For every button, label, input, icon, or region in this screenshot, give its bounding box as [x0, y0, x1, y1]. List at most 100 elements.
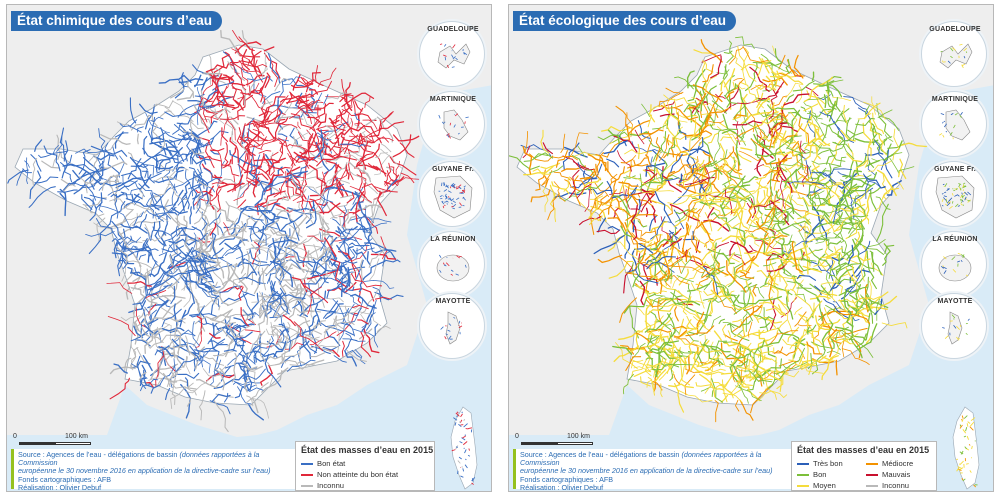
river-segment — [736, 152, 752, 163]
river-segment — [325, 160, 342, 169]
river-segment — [776, 366, 791, 390]
river-segment — [270, 151, 279, 176]
river-segment — [737, 380, 761, 402]
source-line: Source : Agences de l’eau - délégations … — [18, 450, 260, 468]
inset-guadeloupe: GUADELOUPE — [419, 21, 485, 87]
river-segment — [239, 137, 277, 146]
river-segment — [121, 180, 145, 197]
river-segment — [452, 207, 456, 210]
river-segment — [348, 161, 372, 183]
river-segment — [279, 142, 308, 150]
river-segment — [117, 239, 126, 277]
river-segment — [451, 54, 454, 59]
river-segment — [246, 158, 252, 180]
river-segment — [272, 237, 277, 264]
river-segment — [325, 186, 362, 198]
river-segment — [159, 345, 184, 351]
river-segment — [656, 249, 664, 264]
river-segment — [594, 189, 617, 205]
river-segment — [308, 207, 314, 219]
river-segment — [646, 340, 680, 354]
river-segment — [200, 249, 209, 258]
river-segment — [758, 347, 775, 358]
river-segment — [226, 324, 253, 347]
river-segment — [705, 107, 730, 121]
river-segment — [209, 263, 225, 288]
river-segment — [361, 260, 386, 281]
river-segment — [247, 128, 268, 142]
river-segment — [710, 253, 717, 272]
river-segment — [618, 181, 639, 187]
river-segment — [98, 128, 106, 153]
river-segment — [153, 192, 166, 213]
river-segment — [778, 298, 793, 334]
river-segment — [236, 181, 251, 206]
river-segment — [782, 338, 797, 347]
river-segment — [261, 152, 274, 164]
river-segment — [756, 270, 779, 286]
inset-guadeloupe: GUADELOUPE — [921, 21, 987, 87]
river-segment — [139, 377, 147, 387]
river-segment — [834, 276, 844, 294]
river-segment — [854, 202, 866, 217]
river-segment — [675, 237, 680, 249]
river-segment — [674, 306, 679, 322]
river-segment — [93, 156, 98, 168]
river-segment — [210, 68, 216, 84]
river-segment — [344, 260, 358, 264]
river-segment — [723, 203, 748, 229]
river-segment — [617, 150, 632, 172]
inset-guyane: GUYANE Fr. — [921, 161, 987, 227]
river-segment — [509, 155, 540, 171]
river-segment — [246, 247, 269, 254]
river-segment — [955, 187, 958, 191]
river-segment — [111, 251, 135, 257]
river-segment — [945, 131, 948, 133]
river-segment — [75, 148, 105, 154]
river-segment — [658, 261, 675, 273]
river-segment — [685, 325, 715, 337]
legend-title: État des masses d’eau en 2015 — [301, 445, 434, 455]
river-segment — [835, 359, 838, 376]
river-segment — [640, 376, 651, 387]
river-segment — [786, 135, 802, 150]
river-segment — [725, 215, 737, 225]
river-segment — [269, 273, 273, 290]
river-segment — [170, 285, 176, 305]
river-segment — [278, 323, 290, 333]
river-segment — [355, 238, 373, 252]
river-segment — [828, 183, 844, 188]
river-segment — [850, 275, 861, 301]
river-segment — [637, 220, 648, 228]
river-segment — [676, 183, 697, 194]
river-segment — [228, 217, 238, 229]
river-segment — [463, 418, 466, 421]
river-segment — [837, 130, 846, 148]
river-segment — [835, 183, 858, 209]
river-segment — [823, 94, 827, 109]
river-segment — [667, 205, 673, 217]
river-segment — [827, 328, 838, 358]
river-segment — [811, 359, 836, 363]
river-segment — [194, 314, 222, 325]
river-segment — [150, 192, 173, 210]
river-segment — [341, 277, 344, 293]
river-segment — [576, 184, 591, 199]
river-segment — [237, 199, 247, 209]
inset-label: MARTINIQUE — [429, 96, 477, 103]
river-segment — [805, 86, 819, 97]
river-segment — [369, 121, 405, 138]
river-segment — [233, 178, 258, 201]
river-segment — [455, 273, 459, 276]
river-segment — [193, 104, 210, 129]
inset-mayotte: MAYOTTE — [921, 293, 987, 359]
inset-label: LA RÉUNION — [932, 236, 978, 243]
river-segment — [89, 192, 103, 221]
river-segment — [468, 448, 470, 451]
river-segment — [522, 146, 533, 175]
river-segment — [341, 340, 345, 357]
river-segment — [272, 324, 303, 334]
river-segment — [940, 50, 943, 53]
river-segment — [359, 227, 371, 230]
river-segment — [803, 329, 823, 346]
